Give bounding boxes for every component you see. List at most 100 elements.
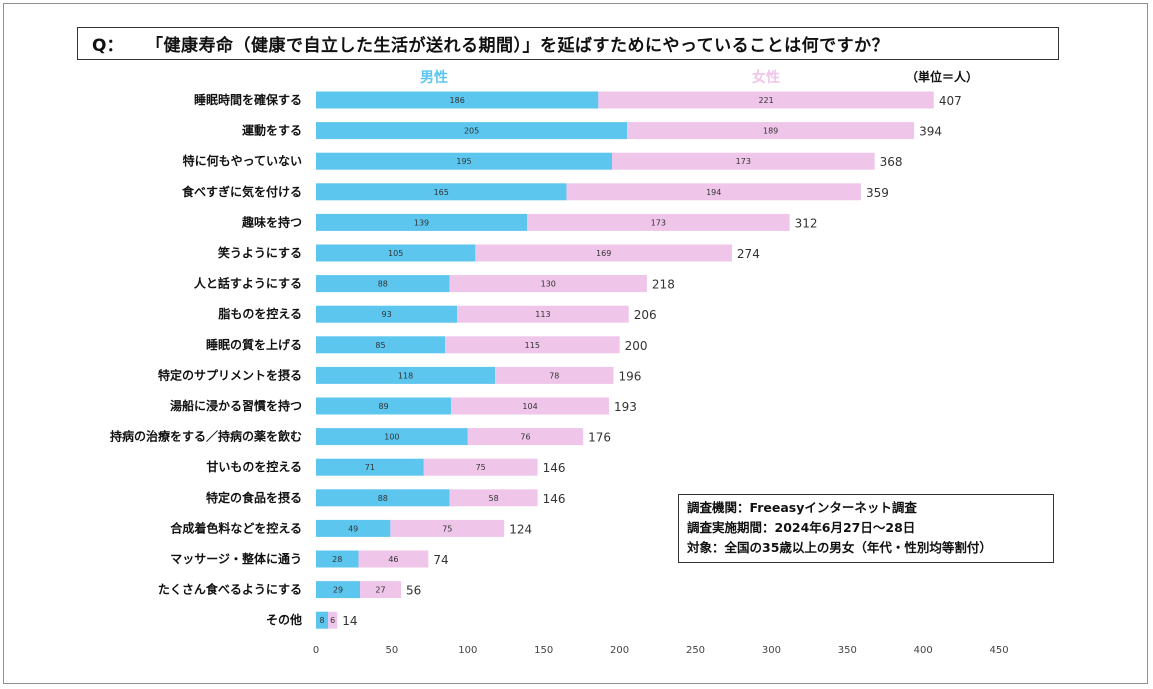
survey-target: 対象：全国の35歳以上の男女（年代・性別均等割付） xyxy=(687,540,992,555)
legend-male: 男性 xyxy=(420,69,448,86)
category-label: 特定の食品を摂る xyxy=(206,490,302,505)
bar-male-label: 195 xyxy=(456,157,471,166)
bar-male xyxy=(316,397,452,415)
x-tick-label: 0 xyxy=(313,645,319,656)
bar-male-label: 139 xyxy=(414,218,429,227)
bar-male xyxy=(316,458,424,476)
bar-male-label: 29 xyxy=(333,586,343,595)
x-tick-label: 400 xyxy=(914,645,933,656)
bar-male xyxy=(316,336,446,354)
bar-male-label: 49 xyxy=(348,524,358,533)
bar-female xyxy=(360,581,402,599)
x-tick-label: 450 xyxy=(990,645,1009,656)
bar-female-label: 58 xyxy=(489,494,499,503)
category-label: 合成着色料などを控える xyxy=(170,520,302,535)
bar-female-label: 6 xyxy=(330,616,335,625)
bar-total-label: 146 xyxy=(543,461,566,475)
bar-male xyxy=(316,581,361,599)
bar-female xyxy=(612,152,875,170)
category-label: 持病の治療をする／持病の薬を飲む xyxy=(110,429,302,444)
x-tick-label: 50 xyxy=(386,645,399,656)
bar-total-label: 407 xyxy=(939,94,962,108)
category-label: 脂ものを控える xyxy=(217,306,302,321)
bar-total-label: 206 xyxy=(634,308,657,322)
survey-period: 調査実施期間：2024年6月27日〜28日 xyxy=(687,520,916,535)
x-tick-label: 200 xyxy=(610,645,629,656)
x-tick-label: 150 xyxy=(534,645,553,656)
x-tick-label: 350 xyxy=(838,645,857,656)
bar-female xyxy=(451,397,609,415)
bar-female-label: 173 xyxy=(736,157,751,166)
bar-female-label: 46 xyxy=(388,555,398,564)
bar-female xyxy=(328,611,338,629)
bar-male xyxy=(316,428,468,446)
bar-male-label: 8 xyxy=(320,616,325,625)
bar-female xyxy=(475,244,732,262)
category-label: 湯船に浸かる習慣を持つ xyxy=(170,398,302,413)
category-label: 笑うようにする xyxy=(218,245,302,260)
bar-female xyxy=(566,183,861,201)
question-text: 「健康寿命（健康で自立した生活が送れる期間）」を延ばすためにやっていることは何で… xyxy=(146,36,890,56)
bar-total-label: 14 xyxy=(342,614,357,628)
bar-male-label: 205 xyxy=(464,127,479,136)
bar-male xyxy=(316,275,450,293)
bar-male xyxy=(316,519,391,537)
bar-male xyxy=(316,213,528,231)
category-label: その他 xyxy=(266,612,302,627)
category-label: マッサージ・整体に通う xyxy=(170,551,302,566)
bar-male xyxy=(316,91,599,109)
bar-male xyxy=(316,122,628,140)
bar-male xyxy=(316,611,329,629)
question-prefix: Q： xyxy=(92,36,124,56)
survey-agency: 調査機関：Freeasyインターネット調査 xyxy=(687,500,917,515)
bar-male-label: 85 xyxy=(375,341,385,350)
bar-male xyxy=(316,489,450,507)
legend-female: 女性 xyxy=(752,69,780,86)
bar-total-label: 74 xyxy=(433,553,448,567)
category-label: 睡眠の質を上げる xyxy=(206,337,302,352)
category-label: 食べすぎに気を付ける xyxy=(181,184,302,199)
bar-total-label: 368 xyxy=(880,155,903,169)
bar-total-label: 312 xyxy=(795,216,818,230)
bar-total-label: 394 xyxy=(919,125,942,139)
bar-male-label: 165 xyxy=(434,188,449,197)
bar-female xyxy=(390,519,505,537)
bar-total-label: 200 xyxy=(625,339,648,353)
bar-male-label: 71 xyxy=(365,463,375,472)
bar-female xyxy=(423,458,538,476)
bar-female xyxy=(495,366,614,384)
bar-male xyxy=(316,305,458,323)
bar-male-label: 105 xyxy=(388,249,403,258)
bar-total-label: 218 xyxy=(652,278,675,292)
bar-female-label: 173 xyxy=(651,218,666,227)
bar-female xyxy=(445,336,620,354)
bar-female xyxy=(598,91,934,109)
category-label: 特定のサプリメントを摂る xyxy=(158,367,302,382)
bar-female-label: 75 xyxy=(476,463,486,472)
bar-total-label: 124 xyxy=(509,522,532,536)
category-label: 運動をする xyxy=(242,123,302,138)
bar-female-label: 76 xyxy=(520,433,530,442)
bar-male-label: 89 xyxy=(378,402,388,411)
bar-female-label: 113 xyxy=(535,310,550,319)
category-label: 人と話すようにする xyxy=(194,276,302,291)
bar-female xyxy=(449,489,538,507)
bar-total-label: 274 xyxy=(737,247,760,261)
bar-male-label: 88 xyxy=(378,280,388,289)
bar-female xyxy=(457,305,629,323)
bar-female xyxy=(527,213,790,231)
bar-female xyxy=(358,550,429,568)
category-label: たくさん食べるようにする xyxy=(158,582,302,597)
bar-female-label: 130 xyxy=(541,280,556,289)
bar-male-label: 186 xyxy=(450,96,465,105)
bar-male-label: 93 xyxy=(381,310,391,319)
category-label: 特に何もやっていない xyxy=(183,153,302,168)
bar-male-label: 88 xyxy=(378,494,388,503)
bar-total-label: 146 xyxy=(543,492,566,506)
bar-female xyxy=(467,428,584,446)
bar-male-label: 28 xyxy=(332,555,342,564)
question-box: Q： 「健康寿命（健康で自立した生活が送れる期間）」を延ばすためにやっていること… xyxy=(77,27,1059,60)
bar-total-label: 56 xyxy=(406,584,421,598)
bar-female xyxy=(627,122,915,140)
bar-male xyxy=(316,183,567,201)
